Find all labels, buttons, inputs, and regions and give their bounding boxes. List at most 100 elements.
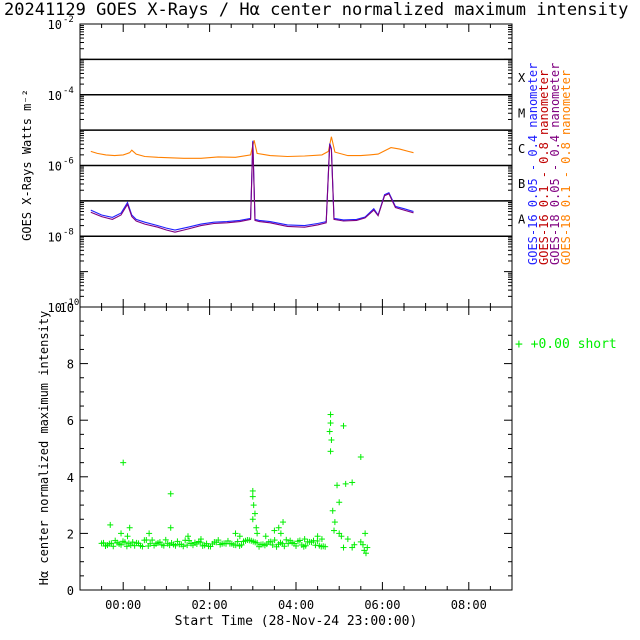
halpha-point bbox=[334, 482, 341, 489]
halpha-point bbox=[349, 479, 356, 486]
halpha-point bbox=[215, 537, 222, 544]
xray-legend-entry: GOES-18 0.1 - 0.8 nanometer bbox=[559, 70, 573, 265]
flare-class-labels: X M C B A bbox=[518, 71, 526, 227]
halpha-point bbox=[121, 539, 128, 546]
halpha-point bbox=[110, 543, 117, 550]
halpha-point bbox=[250, 502, 257, 509]
halpha-point bbox=[120, 459, 127, 466]
time-x-ticks: 00:00 02:00 04:00 06:00 08:00 bbox=[101, 24, 491, 612]
halpha-point bbox=[184, 542, 191, 549]
xray-tick-label: 10 bbox=[48, 301, 62, 315]
halpha-point bbox=[232, 530, 239, 537]
halpha-tick-label: 4 bbox=[67, 471, 74, 485]
xray-tick-label-exponent: -8 bbox=[63, 227, 74, 237]
halpha-point bbox=[172, 542, 179, 549]
halpha-point bbox=[162, 536, 169, 543]
halpha-point bbox=[328, 437, 335, 444]
time-tick-label: 06:00 bbox=[364, 598, 400, 612]
halpha-point bbox=[331, 527, 338, 534]
halpha-point bbox=[351, 541, 358, 548]
halpha-point bbox=[197, 536, 204, 543]
xray-legend-entry: GOES-18 0.05 - 0.4 nanometer bbox=[548, 63, 562, 265]
halpha-point bbox=[236, 533, 243, 540]
xray-tick-label-exponent: -4 bbox=[63, 86, 74, 96]
halpha-tick-label: 10 bbox=[60, 301, 74, 315]
halpha-point bbox=[340, 422, 347, 429]
halpha-point bbox=[329, 507, 336, 514]
halpha-point bbox=[262, 533, 269, 540]
xray-tick-label: 10 bbox=[48, 230, 62, 244]
halpha-point bbox=[232, 542, 239, 549]
page-title: 20241129 GOES X-Rays / Hα center normali… bbox=[4, 0, 629, 20]
halpha-point bbox=[249, 493, 256, 500]
xray-series-line bbox=[90, 136, 414, 159]
halpha-point bbox=[249, 516, 256, 523]
halpha-point bbox=[277, 530, 284, 537]
halpha-point bbox=[127, 542, 134, 549]
halpha-point bbox=[280, 519, 287, 526]
halpha-point bbox=[107, 521, 114, 528]
halpha-point bbox=[301, 536, 308, 543]
xray-tick-label: 10 bbox=[48, 89, 62, 103]
halpha-tick-label: 8 bbox=[67, 358, 74, 372]
xray-series bbox=[90, 136, 414, 233]
flare-class-X: X bbox=[518, 71, 526, 85]
halpha-point bbox=[327, 411, 334, 418]
xray-tick-label-exponent: -6 bbox=[63, 157, 74, 167]
halpha-point bbox=[296, 537, 303, 544]
time-tick-label: 00:00 bbox=[105, 598, 141, 612]
halpha-point bbox=[336, 499, 343, 506]
halpha-point bbox=[269, 541, 276, 548]
halpha-point bbox=[126, 524, 133, 531]
halpha-point bbox=[167, 524, 174, 531]
halpha-y-axis-label: Hα center normalized maximum intensity bbox=[37, 311, 51, 586]
halpha-point bbox=[281, 543, 288, 550]
halpha-point bbox=[271, 527, 278, 534]
halpha-point bbox=[338, 533, 345, 540]
halpha-point bbox=[275, 524, 282, 531]
halpha-tick-label: 6 bbox=[67, 414, 74, 428]
xray-series-line bbox=[90, 140, 414, 231]
halpha-point bbox=[342, 480, 349, 487]
halpha-y-ticks: 0 2 4 6 8 10 bbox=[60, 301, 512, 598]
halpha-point bbox=[118, 530, 125, 537]
halpha-point bbox=[180, 543, 187, 550]
halpha-point bbox=[167, 490, 174, 497]
halpha-point bbox=[362, 530, 369, 537]
halpha-point bbox=[253, 524, 260, 531]
halpha-point bbox=[293, 542, 299, 549]
halpha-point bbox=[327, 420, 334, 427]
halpha-point bbox=[249, 487, 256, 494]
halpha-point bbox=[254, 539, 261, 546]
halpha-point bbox=[271, 537, 278, 544]
xray-tick-label: 10 bbox=[48, 160, 62, 174]
halpha-tick-label: 2 bbox=[67, 527, 74, 541]
xray-legend-entry: GOES-16 0.1 - 0.8 nanometer bbox=[537, 70, 551, 265]
halpha-point bbox=[357, 453, 364, 460]
halpha-point bbox=[149, 537, 156, 544]
halpha-point bbox=[318, 536, 325, 543]
halpha-point bbox=[364, 544, 371, 551]
halpha-point bbox=[238, 541, 245, 548]
time-tick-label: 08:00 bbox=[451, 598, 487, 612]
flare-class-C: C bbox=[518, 142, 525, 156]
flare-class-B: B bbox=[518, 177, 525, 191]
halpha-point bbox=[108, 540, 115, 547]
halpha-point bbox=[254, 530, 261, 537]
halpha-point bbox=[326, 428, 333, 435]
xray-tick-label-exponent: -10 bbox=[63, 298, 79, 308]
halpha-point bbox=[143, 536, 150, 543]
halpha-point bbox=[327, 448, 334, 455]
halpha-legend-entry: + +0.00 short bbox=[515, 337, 617, 352]
halpha-point bbox=[160, 542, 167, 549]
halpha-point bbox=[344, 536, 351, 543]
x-axis-label: Start Time (28-Nov-24 23:00:00) bbox=[175, 614, 418, 629]
halpha-point bbox=[185, 533, 191, 540]
xray-y-ticks: 10-210-410-610-810-10 bbox=[48, 15, 512, 315]
flare-class-M: M bbox=[518, 106, 525, 120]
halpha-point bbox=[267, 538, 274, 545]
halpha-point bbox=[302, 542, 309, 549]
halpha-point bbox=[361, 547, 368, 554]
halpha-point bbox=[322, 543, 329, 550]
